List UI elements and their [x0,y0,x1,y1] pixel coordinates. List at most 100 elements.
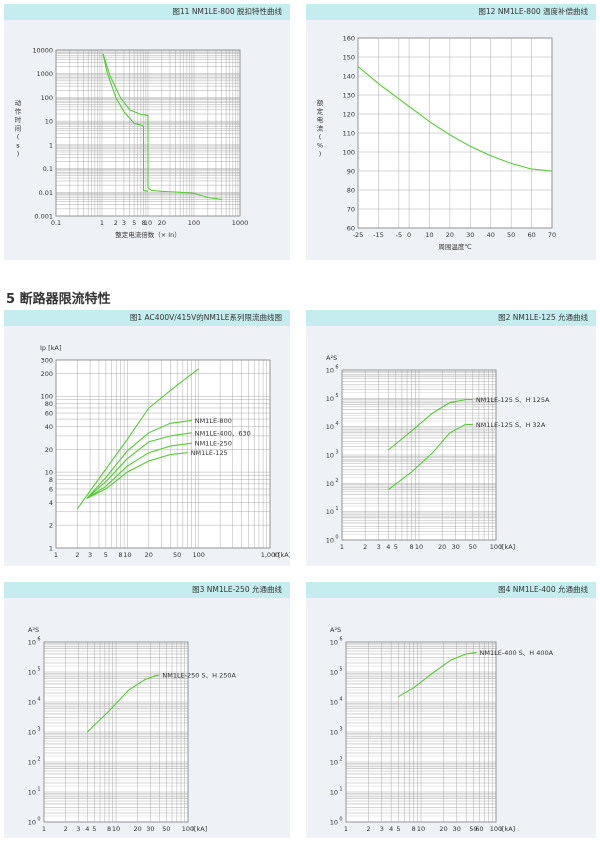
y-tick-label: 4 [49,499,53,507]
x-tick-label: 0.1 [51,219,61,227]
x-tick-label: 50 [173,551,181,559]
x-tick-label: 10 [425,231,433,239]
y-tick-label: 10 [28,699,36,707]
x-tick-label: 1 [42,825,46,833]
x-tick-label: 40 [487,231,495,239]
y-tick-exponent: 6 [335,365,338,371]
x-tick-label: 50 [469,543,477,551]
series-label: NM1LE-125 [191,449,228,457]
y-tick-label: 100 [41,94,53,102]
series-line [357,66,553,172]
y-tick-label: 10 [330,669,338,677]
x-tick-label: 5 [92,825,96,833]
x-tick-label: 1000 [232,219,249,227]
x-tick-label: -15 [373,231,384,239]
x-tick-label: 0 [407,231,411,239]
y-tick-label: 10 [28,789,36,797]
y-tick-exponent: 5 [37,667,40,673]
y-tick-label: 8 [49,476,53,484]
y-tick-exponent: 1 [335,506,338,512]
y-tick-label: 140 [343,73,355,81]
y-tick-label: 90 [347,168,355,176]
y-tick-exponent: 6 [339,637,342,643]
y-tick-label: 10 [330,819,338,827]
x-tick-label: 30 [466,231,474,239]
x-tick-label: 1 [340,543,344,551]
x-tick-label: 8 [409,543,413,551]
panel-let-through-250: 图3 NM1LE-250 允通曲线 1 2 3 4 5 8 10 20 30 50 100 10 0 10… [4,582,290,838]
y-tick-exponent: 0 [335,535,338,541]
x-tick-label: 70 [548,231,556,239]
section-title: 5 断路器限流特性 [6,292,111,307]
series-line [86,442,192,499]
y-axis-label: 额定电流(%) [317,98,324,158]
x-tick-label: 10 [417,825,425,833]
y-tick-label: 100 [41,393,53,401]
x-tick-label: 3 [377,543,381,551]
temperature-compensation-chart: -25 -15 -5 0 10 20 30 40 50 60 70 60 70 80 90 100 110 120… [317,35,556,252]
y-tick-label: 0.001 [34,213,53,221]
y-tick-label: 10 [45,469,53,477]
x-tick-label: 4 [389,825,393,833]
y-tick-exponent: 0 [37,817,40,823]
x-tick-label: 20 [446,231,454,239]
x-axis-unit: I [kA] [274,551,290,559]
x-tick-label: 20 [158,219,166,227]
y-tick-label: 80 [347,187,355,195]
x-axis-unit: I[kA] [192,825,207,833]
x-tick-label: 2 [64,825,68,833]
y-tick-exponent: 4 [37,697,40,703]
panel-title: 图11 NM1LE-800 脱扣特性曲线 [172,7,282,16]
trip-characteristic-chart: 0.1 1 2 3 5 810 20 100 10000.0010.010.1110100100… [15,47,249,240]
x-tick-label: 5 [396,825,400,833]
y-tick-exponent: 5 [339,667,342,673]
y-tick-label: 10 [330,699,338,707]
y-tick-label: 10 [326,395,334,403]
panel-header: 图2 NM1LE-125 允通曲线 [306,310,596,326]
x-tick-label: 2 [363,543,367,551]
y-tick-label: 10 [330,789,338,797]
x-tick-label: 2 [114,219,118,227]
current-limiting-chart: 1 2 3 5 8 10 20 50 100 1,000124681020406080100200… [40,344,290,559]
x-tick-label: 2 [367,825,371,833]
panel-title: 图2 NM1LE-125 允通曲线 [498,313,588,322]
x-tick-label: -5 [396,231,402,239]
y-tick-exponent: 3 [37,727,40,733]
y-axis-label: A²S [330,626,341,634]
panel-header: 图11 NM1LE-800 脱扣特性曲线 [4,4,290,20]
x-tick-label: 1 [344,825,348,833]
y-tick-exponent: 2 [339,757,342,763]
y-tick-label: 150 [343,54,355,62]
series-line [388,423,473,491]
y-tick-label: 10 [28,759,36,767]
x-tick-label: 100 [490,825,502,833]
x-tick-label: 1 [100,219,104,227]
y-tick-exponent: 1 [339,787,342,793]
series-line [102,53,149,192]
x-tick-label: 30 [146,825,154,833]
y-tick-label: 10 [326,423,334,431]
series-label: NM1LE-400 S、H 400A [480,649,554,657]
y-axis-label: Ip [kA] [40,344,61,352]
y-tick-label: 10 [326,537,334,545]
y-tick-exponent: 3 [335,450,338,456]
x-tick-label: 100 [188,219,200,227]
series-line [388,399,473,451]
y-tick-label: 10 [28,729,36,737]
x-tick-label: 20 [145,551,153,559]
y-tick-label: 10 [326,508,334,516]
x-tick-label: 20 [438,543,446,551]
series-label: NM1LE-125 S、H 32A [476,421,546,429]
x-tick-label: 60 [475,825,483,833]
y-tick-label: 10 [326,480,334,488]
y-tick-label: 130 [343,92,355,100]
y-axis-label: A²S [326,354,337,362]
panel-trip-curve: 图11 NM1LE-800 脱扣特性曲线 0.1 1 2 3 5 8 10 20 100 1000… [4,4,290,260]
x-tick-label: 3 [380,825,384,833]
x-tick-label: 4 [85,825,89,833]
panel-let-through-125: 图2 NM1LE-125 允通曲线 1 2 3 4 5 8 10 20 30 50 100 10 0 10… [306,310,596,566]
y-tick-label: 10 [28,819,36,827]
x-tick-label: 1,000 [261,551,280,559]
